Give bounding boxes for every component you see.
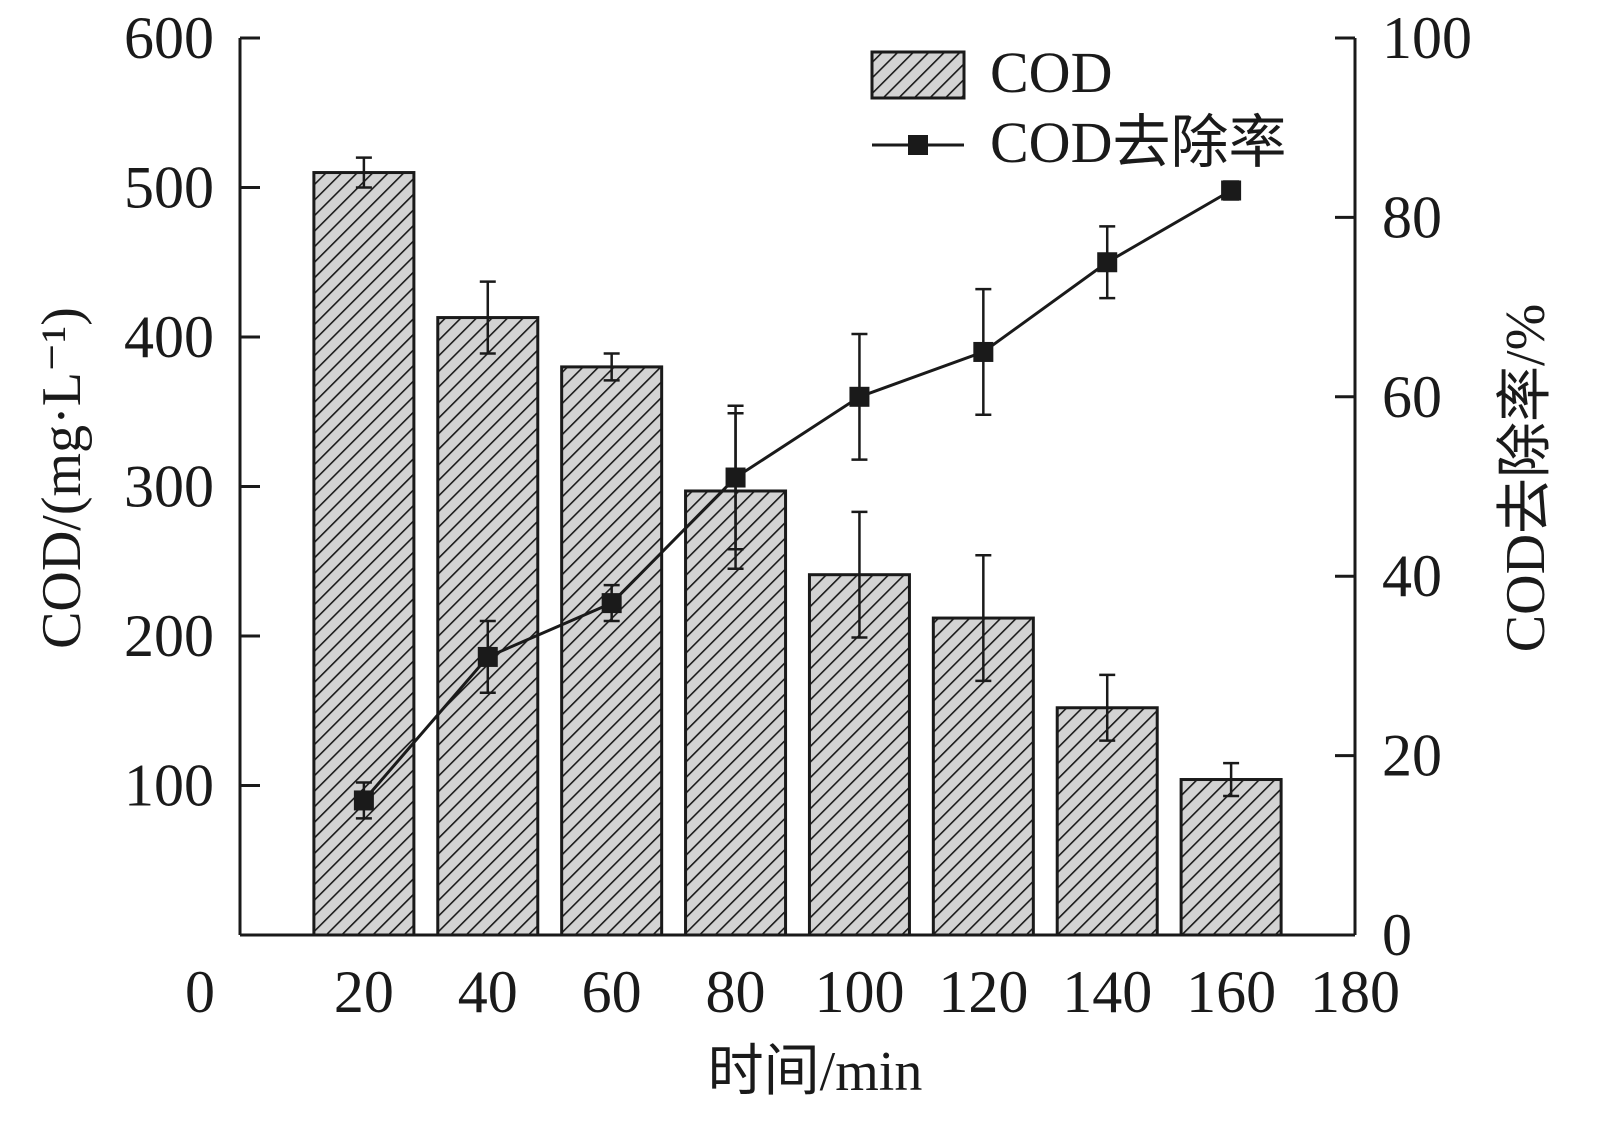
y-left-tick-label: 200 bbox=[124, 603, 214, 669]
tick-labels: 0 20 40 60 80 100 120 140 160 1801002003004005006… bbox=[124, 5, 1472, 1025]
y-right-tick-label: 60 bbox=[1382, 364, 1442, 430]
axes bbox=[238, 36, 1357, 937]
bar bbox=[1179, 778, 1283, 937]
y-right-tick-label: 80 bbox=[1382, 184, 1442, 250]
x-tick-label: 40 bbox=[458, 959, 518, 1025]
x-tick-label: 140 bbox=[1062, 959, 1152, 1025]
y-right-tick-label: 0 bbox=[1382, 902, 1412, 968]
removal-rate-point bbox=[477, 646, 498, 667]
x-tick-label: 160 bbox=[1186, 959, 1276, 1025]
y-right-tick-label: 100 bbox=[1382, 5, 1472, 71]
legend-label-removal-rate: COD去除率 bbox=[990, 110, 1286, 175]
removal-rate-point bbox=[601, 593, 622, 614]
removal-rate-point bbox=[725, 467, 746, 488]
x-axis-title: 时间/min bbox=[708, 1041, 923, 1103]
x-tick-label: 0 bbox=[185, 959, 215, 1025]
bar bbox=[312, 171, 416, 937]
legend-marker-removal-rate bbox=[908, 135, 928, 155]
removal-rate-point bbox=[849, 386, 870, 407]
bar bbox=[931, 616, 1035, 937]
legend-label-cod: COD bbox=[990, 40, 1112, 105]
y-right-tick-label: 20 bbox=[1382, 723, 1442, 789]
bar bbox=[560, 365, 664, 937]
x-tick-label: 80 bbox=[706, 959, 766, 1025]
y-left-tick-label: 600 bbox=[124, 5, 214, 71]
removal-rate-point bbox=[973, 341, 994, 362]
y-left-tick-label: 400 bbox=[124, 304, 214, 370]
y-left-tick-label: 300 bbox=[124, 454, 214, 520]
x-tick-label: 180 bbox=[1310, 959, 1400, 1025]
legend: COD COD去除率 bbox=[870, 40, 1286, 175]
x-tick-label: 20 bbox=[334, 959, 394, 1025]
y-left-tick-label: 500 bbox=[124, 155, 214, 221]
y-left-axis-title: COD/(mg·L⁻¹) bbox=[31, 307, 93, 649]
removal-rate-point bbox=[1221, 180, 1242, 201]
removal-rate-point bbox=[1097, 252, 1118, 273]
y-right-tick-label: 40 bbox=[1382, 543, 1442, 609]
line-series-removal-rate bbox=[353, 180, 1242, 820]
y-left-tick-label: 100 bbox=[124, 753, 214, 819]
x-tick-label: 60 bbox=[582, 959, 642, 1025]
legend-swatch-cod bbox=[870, 50, 966, 100]
y-right-axis-title: COD去除率/% bbox=[1495, 304, 1557, 652]
removal-rate-point bbox=[353, 790, 374, 811]
bar-error-bars bbox=[355, 156, 1240, 798]
x-tick-label: 120 bbox=[938, 959, 1028, 1025]
removal-rate-line bbox=[362, 189, 1232, 802]
bar-series-cod bbox=[312, 171, 1283, 937]
x-tick-label: 100 bbox=[814, 959, 904, 1025]
